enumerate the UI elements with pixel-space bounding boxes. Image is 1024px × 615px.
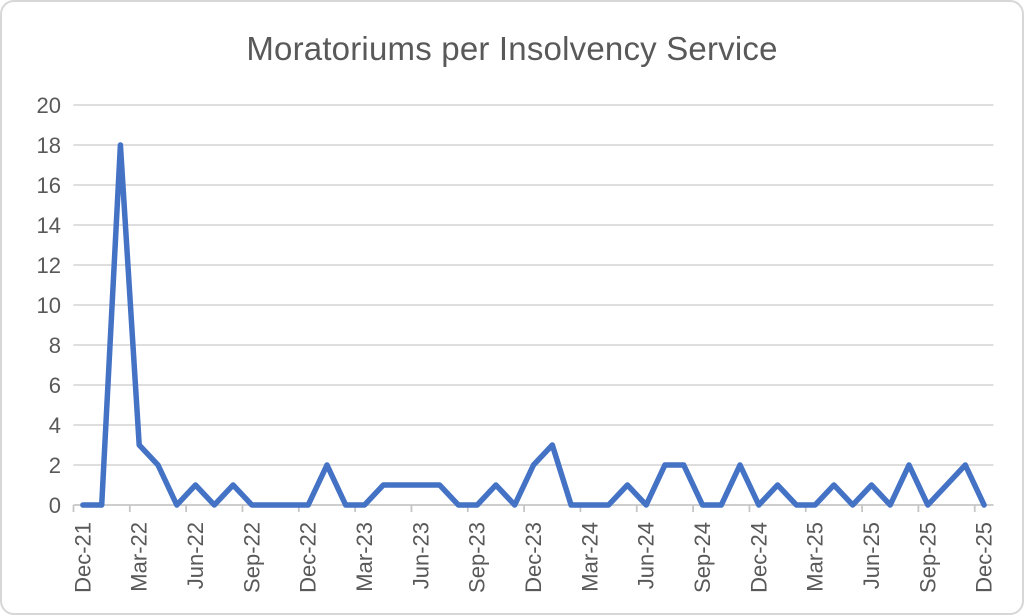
- x-axis-label: Dec-23: [521, 522, 546, 593]
- x-axis-label: Jun-23: [408, 522, 433, 589]
- y-axis-label: 4: [49, 413, 61, 438]
- chart-title: Moratoriums per Insolvency Service: [246, 30, 778, 67]
- y-axis-label: 10: [37, 293, 61, 318]
- x-axis-label: Sep-23: [465, 522, 490, 593]
- x-axis-label: Sep-25: [915, 522, 940, 593]
- y-axis-label: 16: [37, 173, 61, 198]
- x-axis-label: Dec-24: [746, 522, 771, 593]
- y-axis-label: 18: [37, 133, 61, 158]
- y-axis-label: 2: [49, 453, 61, 478]
- y-axis-label: 6: [49, 373, 61, 398]
- y-axis-label: 12: [37, 253, 61, 278]
- x-axis-label: Dec-21: [70, 522, 95, 593]
- x-axis-label: Mar-25: [803, 522, 828, 592]
- x-axis-label: Sep-22: [239, 522, 264, 593]
- y-axis-label: 14: [37, 213, 61, 238]
- y-axis-label: 0: [49, 493, 61, 518]
- x-axis-label: Dec-22: [296, 522, 321, 593]
- y-axis-label: 20: [37, 93, 61, 118]
- x-axis-label: Jun-25: [859, 522, 884, 589]
- x-axis-label: Sep-24: [690, 522, 715, 593]
- x-axis-label: Jun-22: [183, 522, 208, 589]
- data-series-line: [80, 142, 987, 508]
- y-axis-label: 8: [49, 333, 61, 358]
- x-axis-label: Dec-25: [972, 522, 997, 593]
- x-axis-label: Mar-22: [127, 522, 152, 592]
- x-axis-label: Mar-24: [577, 522, 602, 592]
- x-axis-label: Jun-24: [634, 522, 659, 589]
- x-axis-label: Mar-23: [352, 522, 377, 592]
